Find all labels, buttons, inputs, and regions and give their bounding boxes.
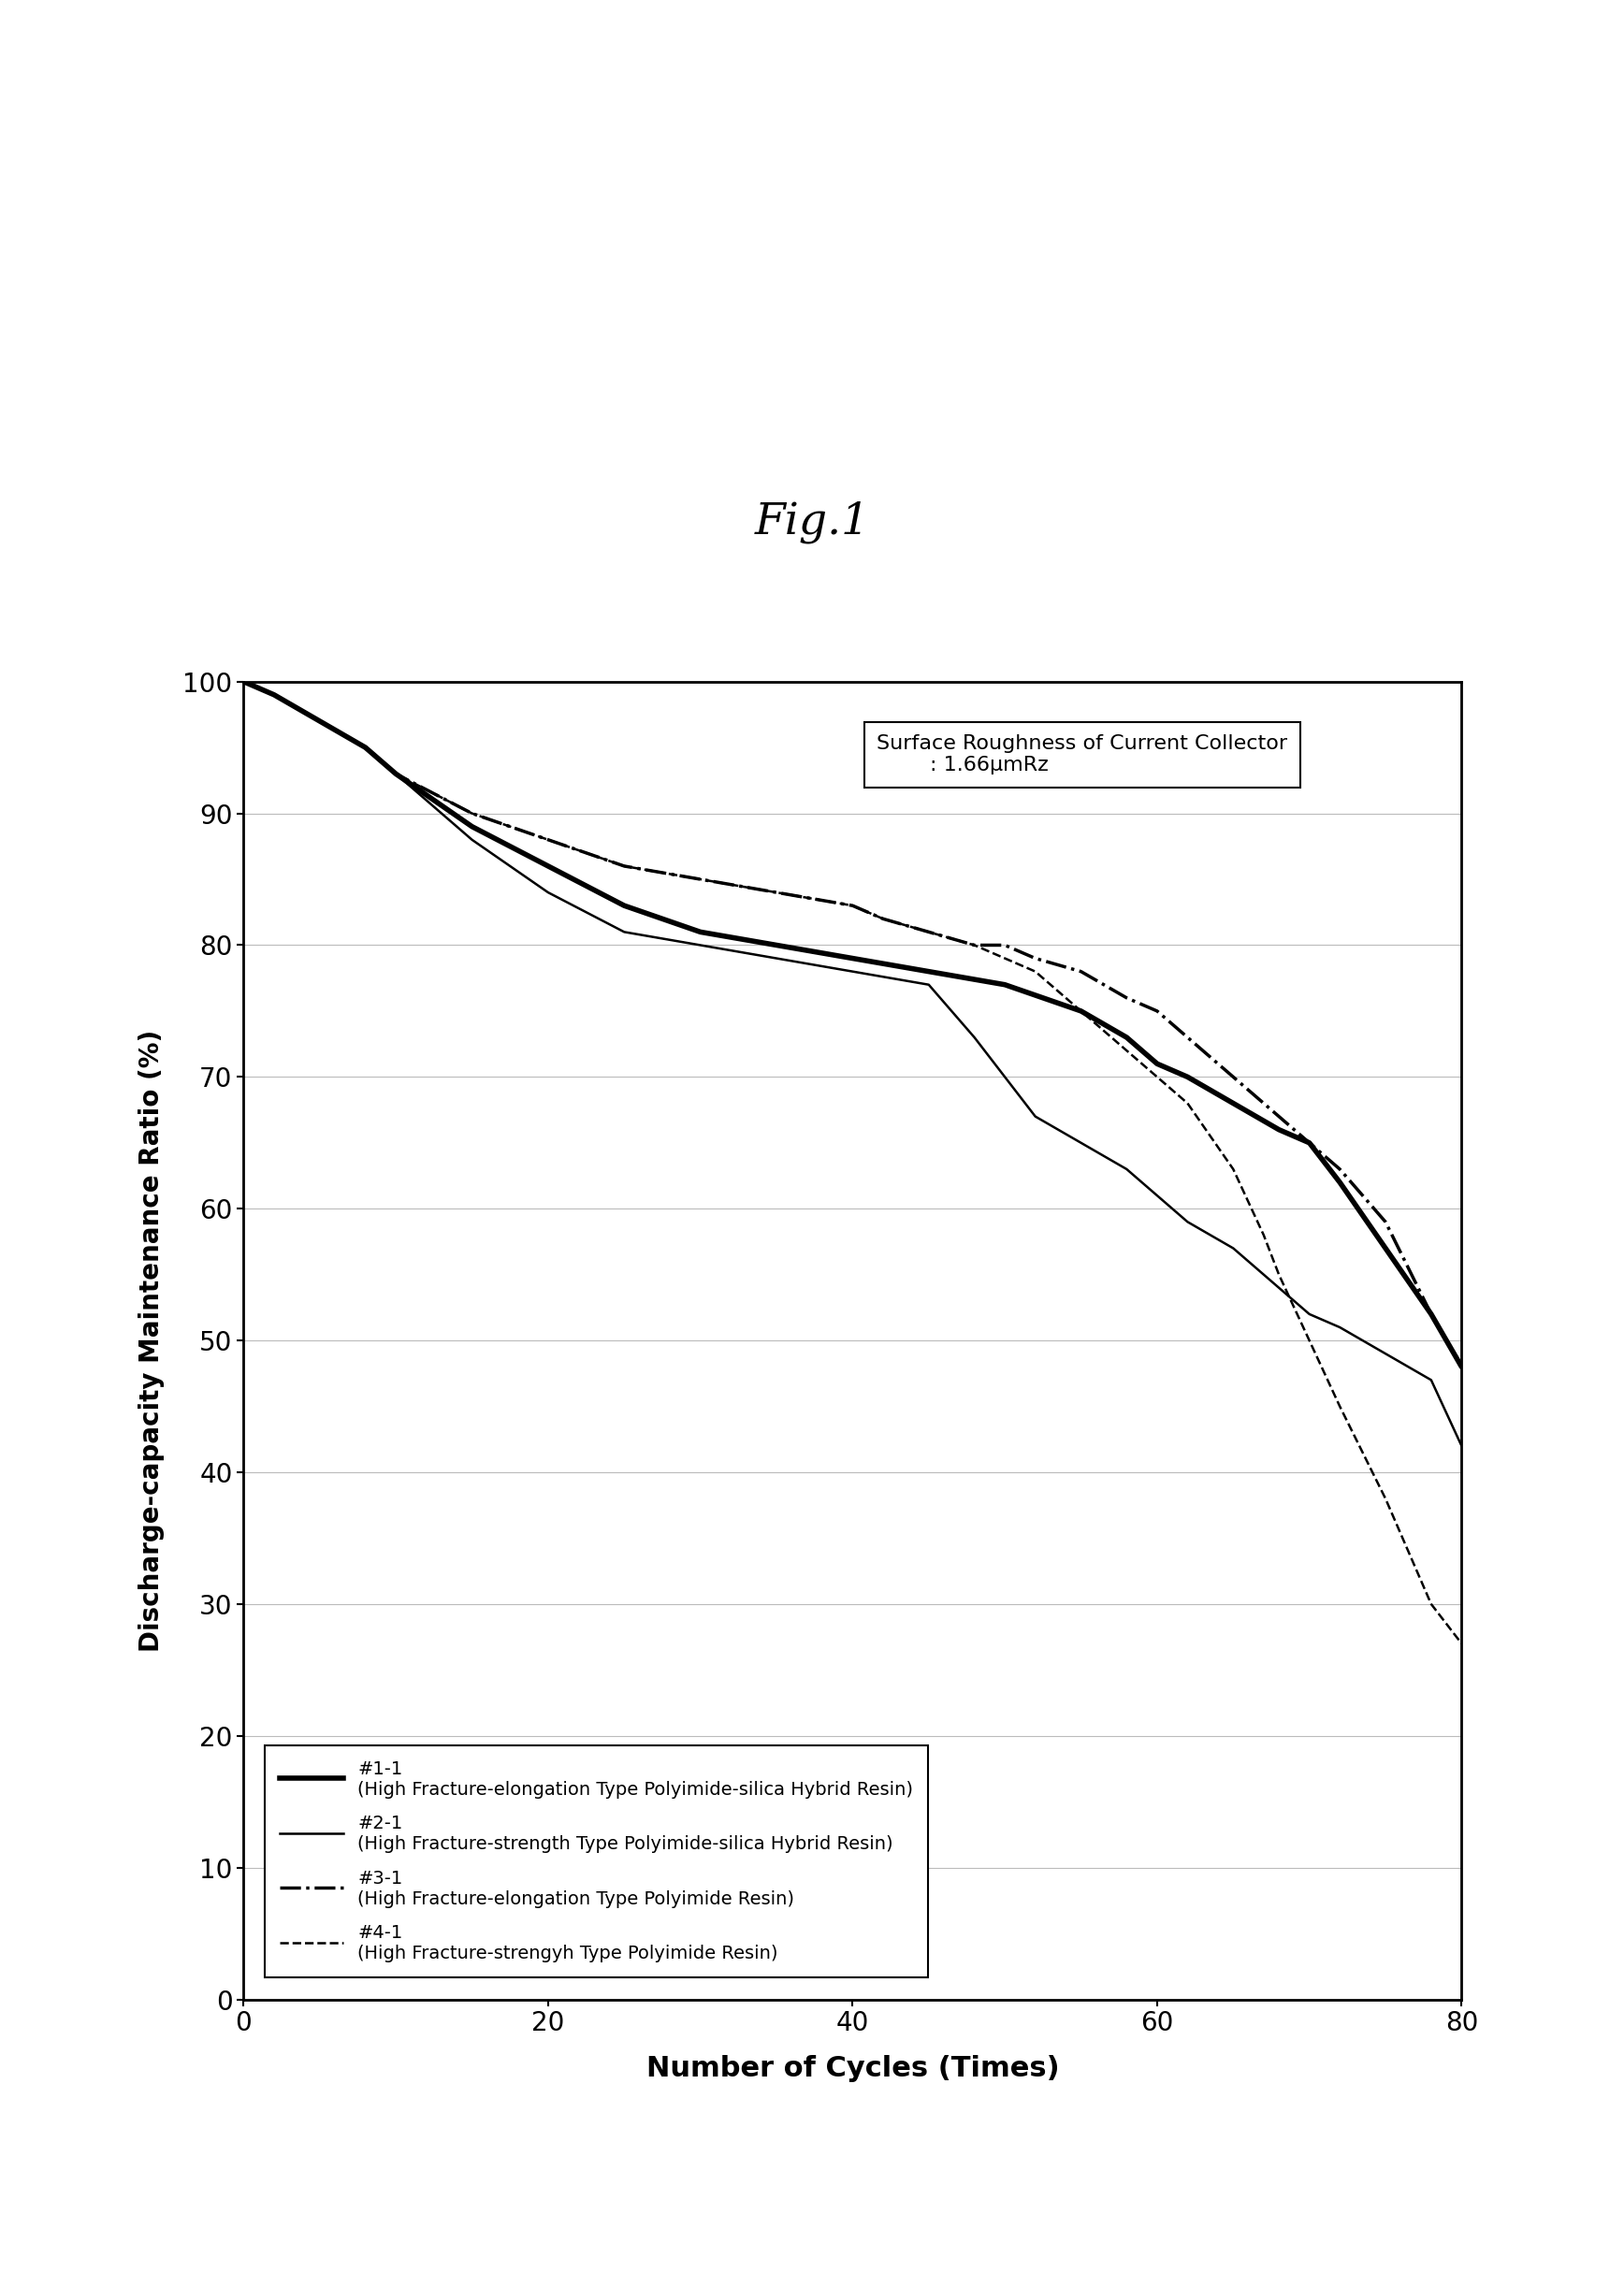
Legend: #1-1
(High Fracture-elongation Type Polyimide-silica Hybrid Resin), #2-1
(High F: #1-1 (High Fracture-elongation Type Poly… (265, 1745, 927, 1977)
Text: Fig.1: Fig.1 (755, 502, 869, 543)
Text: Surface Roughness of Current Collector
        : 1.66μmRz: Surface Roughness of Current Collector :… (877, 734, 1288, 775)
X-axis label: Number of Cycles (Times): Number of Cycles (Times) (646, 2054, 1059, 2081)
Y-axis label: Discharge-capacity Maintenance Ratio (%): Discharge-capacity Maintenance Ratio (%) (138, 1029, 164, 1652)
